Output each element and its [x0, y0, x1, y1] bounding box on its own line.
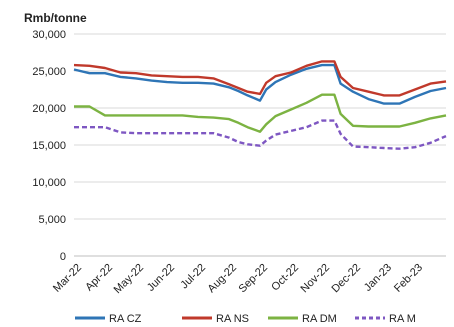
- x-tick-label: Oct-22: [269, 262, 301, 294]
- series-line-ra-dm: [74, 93, 447, 133]
- legend: RA CZ RA NS RA DM RA M: [75, 313, 416, 325]
- legend-label: RA NS: [216, 313, 249, 325]
- x-tick-label: Nov-22: [299, 262, 333, 296]
- series-lines: [73, 60, 447, 150]
- x-tick-label: Mar-22: [51, 262, 84, 295]
- x-tick-label: May-22: [112, 262, 146, 296]
- y-tick-label: 0: [60, 251, 66, 263]
- series-line-ra-m: [74, 119, 447, 150]
- y-unit-label: Rmb/tonne: [24, 11, 87, 25]
- y-tick-label: 25,000: [32, 66, 66, 78]
- legend-label: RA CZ: [109, 313, 142, 325]
- y-tick-label: 5,000: [38, 214, 66, 226]
- y-tick-label: 30,000: [32, 29, 66, 41]
- legend-label: RA DM: [302, 313, 337, 325]
- x-tick-label: Feb-23: [392, 262, 425, 295]
- legend-label: RA M: [389, 313, 416, 325]
- y-tick-label: 20,000: [32, 103, 66, 115]
- x-tick-label: Aug-22: [206, 262, 240, 296]
- gridlines: [74, 33, 446, 220]
- series-line-ra-cz: [73, 63, 447, 105]
- x-tick-label: Jun-22: [145, 262, 177, 294]
- x-tick-label: Jul-22: [178, 262, 208, 292]
- x-tick-label: Jan-23: [362, 262, 394, 294]
- x-tick-label: Dec-22: [330, 262, 364, 296]
- y-tick-label: 10,000: [32, 177, 66, 189]
- y-tick-label: 15,000: [32, 140, 66, 152]
- series-line-ra-ns: [73, 60, 447, 97]
- x-tick-label: Sep-22: [237, 262, 271, 296]
- x-tick-label: Apr-22: [83, 262, 115, 294]
- y-axis-ticks: 30,000 25,000 20,000 15,000 10,000 5,000 0: [32, 29, 66, 263]
